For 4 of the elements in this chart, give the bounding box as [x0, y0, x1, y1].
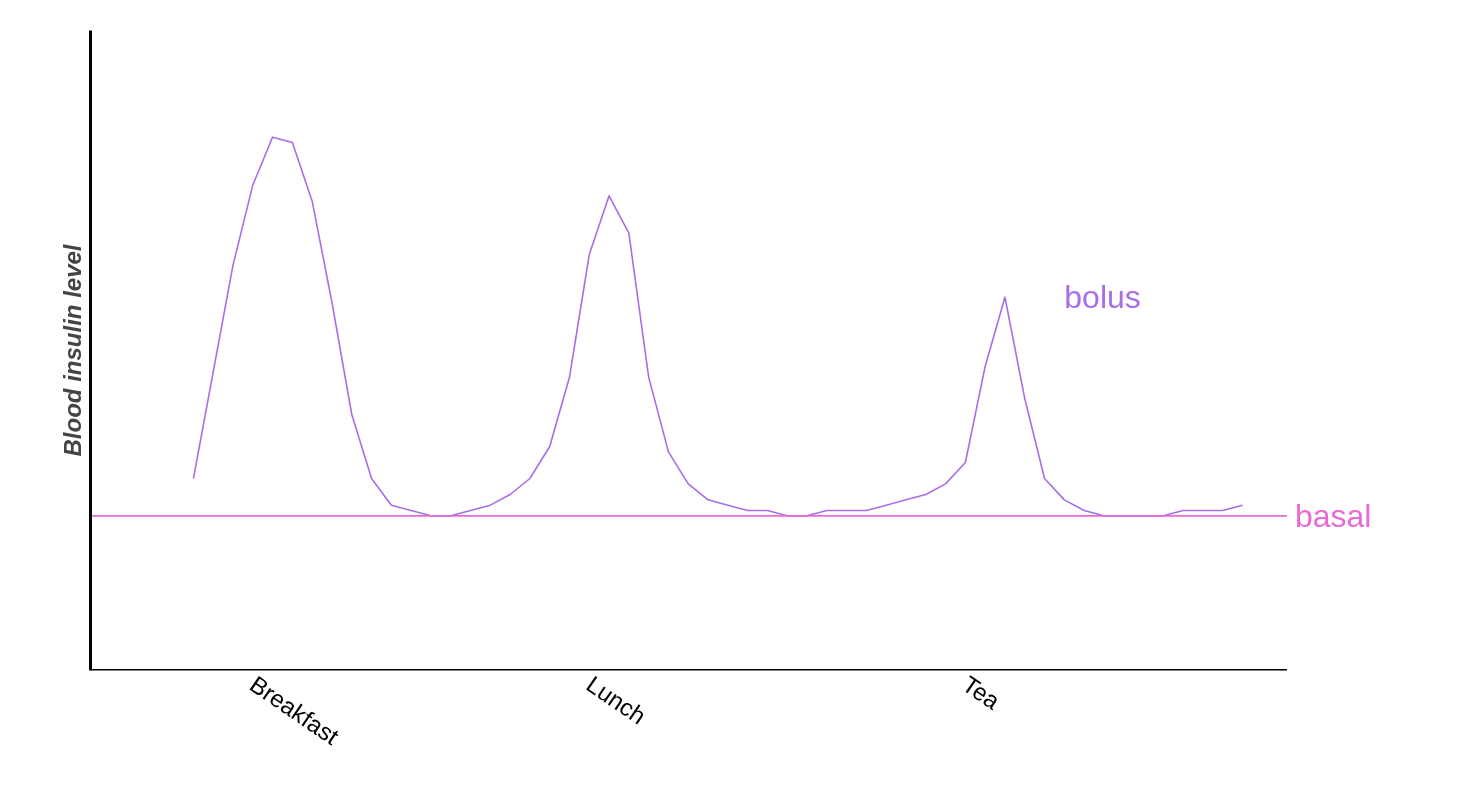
y-axis-title: Blood insulin level — [58, 243, 86, 457]
series-label: bolus — [1064, 279, 1141, 316]
x-tick-label: Tea — [957, 670, 1006, 715]
ref-line-label: basal — [1294, 497, 1372, 534]
